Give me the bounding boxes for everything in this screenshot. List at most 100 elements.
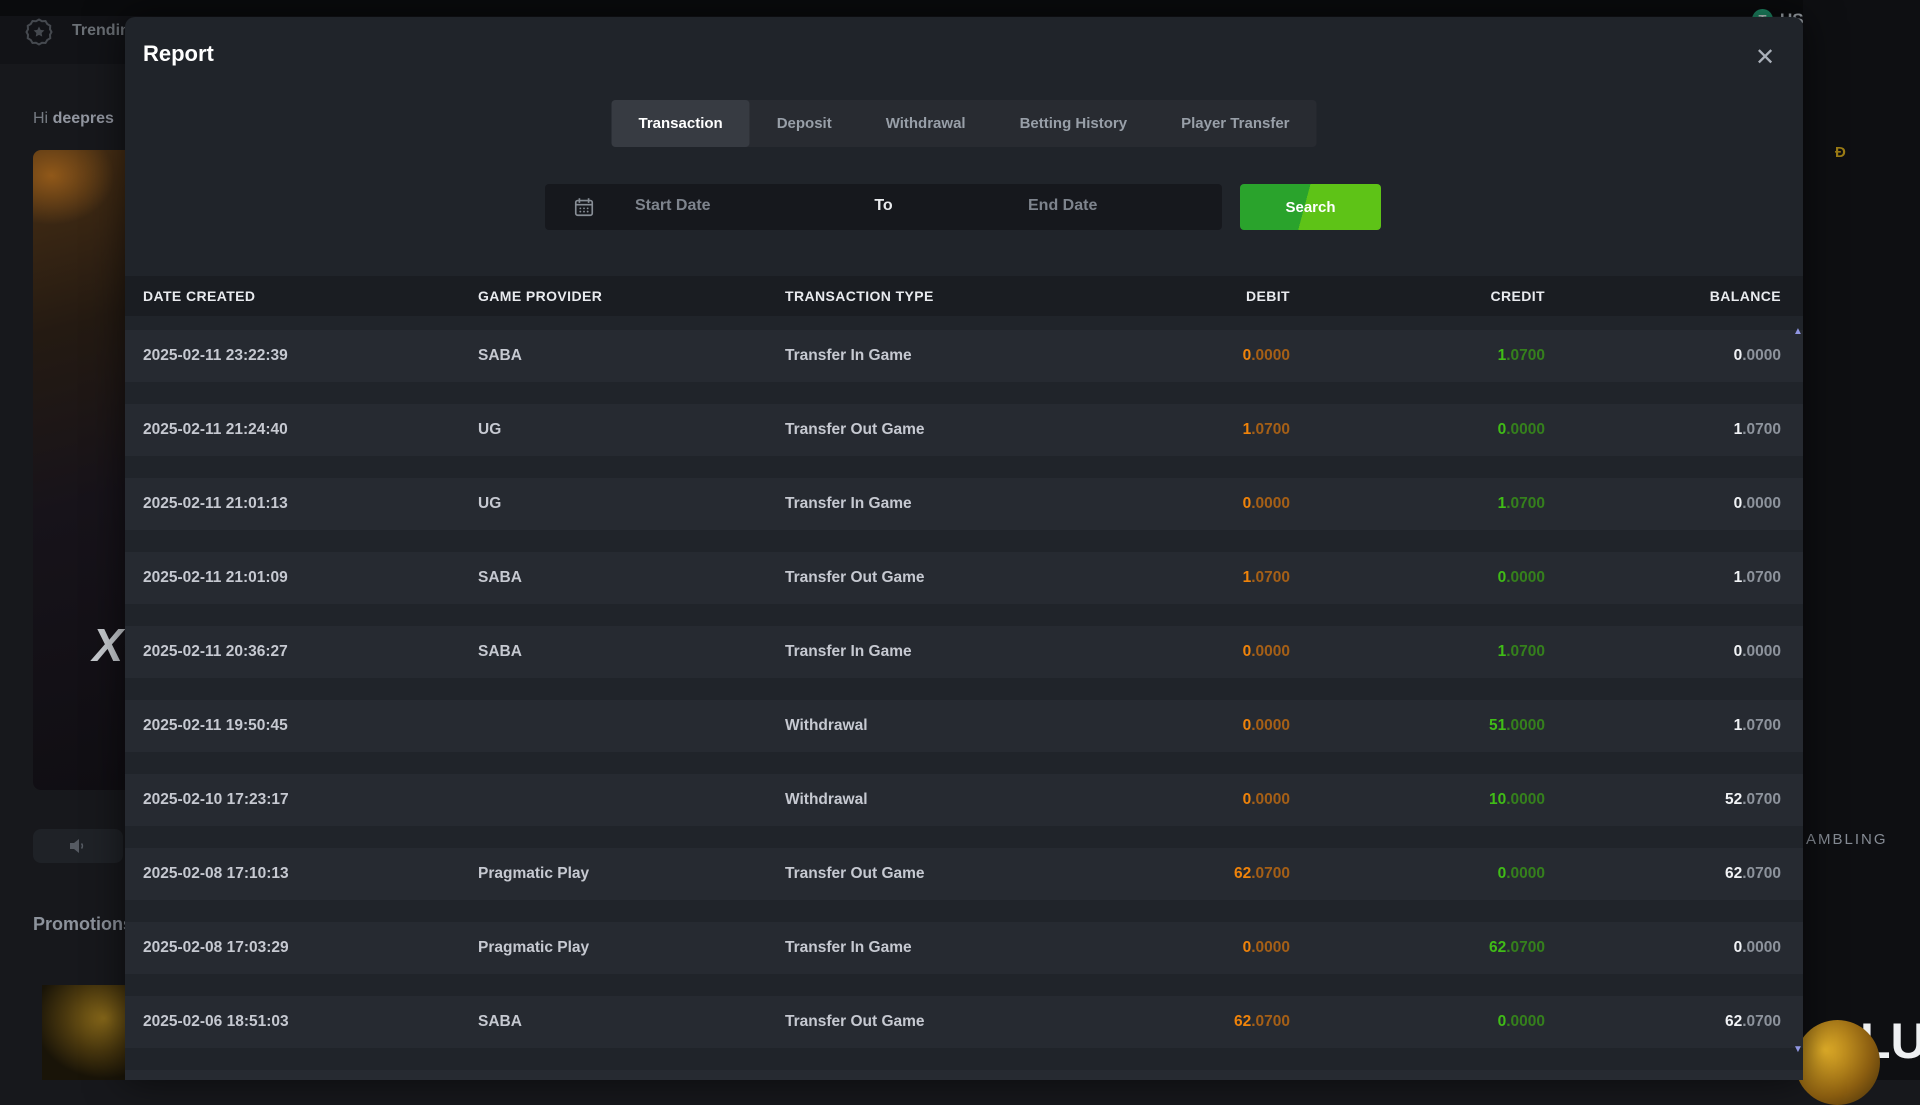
cell-transaction-type: Withdrawal [785, 791, 868, 808]
cell-credit: 10.0000 [1488, 791, 1545, 808]
table-row[interactable]: 2025-02-11 21:01:13 UG Transfer In Game … [125, 478, 1803, 530]
end-date-input[interactable]: End Date [1028, 197, 1098, 214]
trending-badge-icon [25, 18, 53, 46]
tab-deposit[interactable]: Deposit [776, 115, 832, 132]
header-balance: BALANCE [1709, 288, 1781, 304]
banner-d-symbol: Đ [1835, 144, 1846, 161]
table-body: 2025-02-11 23:22:39 SABA Transfer In Gam… [125, 316, 1803, 1080]
promotion-card-image[interactable] [42, 985, 125, 1080]
cell-transaction-type: Transfer Out Game [785, 1013, 925, 1030]
greeting-username: deepres [52, 110, 114, 127]
cell-transaction-type: Transfer Out Game [785, 421, 925, 438]
cell-debit: 0.0000 [1242, 495, 1290, 512]
cell-date-created: 2025-02-11 21:24:40 [143, 421, 288, 438]
tab-transaction[interactable]: Transaction [611, 100, 750, 147]
cell-credit: 51.0000 [1488, 717, 1545, 734]
header-credit: CREDIT [1490, 288, 1545, 304]
calendar-icon [574, 198, 594, 217]
table-header-row: DATE CREATED GAME PROVIDER TRANSACTION T… [125, 276, 1803, 316]
speaker-icon [70, 839, 84, 853]
cell-balance: 62.0700 [1724, 1013, 1781, 1030]
cell-date-created: 2025-02-08 17:10:13 [143, 865, 289, 882]
cell-game-provider: Pragmatic Play [478, 939, 590, 956]
cell-debit: 0.0000 [1242, 347, 1290, 364]
search-button[interactable]: Search [1240, 184, 1381, 230]
cell-date-created: 2025-02-11 21:01:09 [143, 569, 288, 586]
header-date-created: DATE CREATED [143, 288, 256, 304]
date-range-picker[interactable]: To Start Date End Date [545, 184, 1222, 230]
cell-game-provider: UG [478, 495, 502, 512]
cell-date-created: 2025-02-10 17:23:17 [143, 791, 289, 808]
cell-credit: 0.0000 [1497, 865, 1545, 882]
gambling-category-label: AMBLING [1806, 831, 1888, 848]
cell-game-provider: Pragmatic Play [478, 865, 590, 882]
promo-banner-image[interactable]: X [33, 150, 125, 790]
scroll-up-icon[interactable]: ▲ [1793, 326, 1803, 337]
cell-game-provider: SABA [478, 569, 522, 586]
table-row-partial [125, 1070, 1803, 1080]
table-row[interactable]: 2025-02-08 17:10:13 Pragmatic Play Trans… [125, 848, 1803, 900]
header-game-provider: GAME PROVIDER [478, 288, 603, 304]
table-row[interactable]: 2025-02-08 17:03:29 Pragmatic Play Trans… [125, 922, 1803, 974]
tab-withdrawal[interactable]: Withdrawal [885, 115, 966, 132]
cell-date-created: 2025-02-11 20:36:27 [143, 643, 288, 660]
cell-debit: 0.0000 [1242, 717, 1290, 734]
cell-transaction-type: Transfer In Game [785, 495, 912, 512]
cell-balance: 0.0000 [1733, 495, 1781, 512]
table-row[interactable]: 2025-02-06 18:51:03 SABA Transfer Out Ga… [125, 996, 1803, 1048]
cell-balance: 0.0000 [1733, 939, 1781, 956]
page-right-edge: S W! [1803, 0, 1920, 1080]
cell-credit: 0.0000 [1497, 1013, 1545, 1030]
cell-balance: 1.0700 [1733, 717, 1781, 734]
scroll-down-icon[interactable]: ▼ [1793, 1044, 1803, 1055]
announcement-bar[interactable] [33, 829, 123, 863]
cell-game-provider: SABA [478, 643, 522, 660]
report-modal: Report ✕ Transaction Deposit Withdrawal Bet… [125, 17, 1803, 1080]
cell-transaction-type: Transfer In Game [785, 939, 912, 956]
cell-game-provider: UG [478, 421, 502, 438]
modal-title: Report [143, 41, 214, 66]
cell-balance: 0.0000 [1733, 643, 1781, 660]
cell-credit: 1.0700 [1497, 495, 1545, 512]
cell-game-provider: SABA [478, 347, 522, 364]
tab-betting-history[interactable]: Betting History [1019, 115, 1128, 132]
cell-transaction-type: Transfer Out Game [785, 865, 925, 882]
cell-debit: 0.0000 [1242, 643, 1290, 660]
cell-date-created: 2025-02-06 18:51:03 [143, 1013, 289, 1030]
table-row[interactable]: 2025-02-11 19:50:45 Withdrawal 0.0000 51… [125, 700, 1803, 752]
cell-balance: 52.0700 [1724, 791, 1781, 808]
cell-balance: 62.0700 [1724, 865, 1781, 882]
table-row[interactable]: 2025-02-11 21:24:40 UG Transfer Out Game… [125, 404, 1803, 456]
cell-debit: 62.0700 [1233, 1013, 1290, 1030]
cell-credit: 62.0700 [1488, 939, 1545, 956]
close-icon[interactable]: ✕ [1754, 43, 1776, 71]
cell-transaction-type: Transfer In Game [785, 643, 912, 660]
banner-letter: X [92, 619, 123, 671]
cell-balance: 1.0700 [1733, 569, 1781, 586]
table-row[interactable]: 2025-02-11 21:01:09 SABA Transfer Out Ga… [125, 552, 1803, 604]
cell-credit: 0.0000 [1497, 421, 1545, 438]
cell-debit: 1.0700 [1242, 569, 1290, 586]
cell-transaction-type: Transfer Out Game [785, 569, 925, 586]
table-row[interactable]: 2025-02-11 23:22:39 SABA Transfer In Gam… [125, 330, 1803, 382]
cell-balance: 0.0000 [1733, 347, 1781, 364]
trending-label[interactable]: Trending [72, 22, 140, 39]
user-greeting: Hi deepres [33, 110, 114, 128]
table-row[interactable]: 2025-02-11 20:36:27 SABA Transfer In Gam… [125, 626, 1803, 678]
cell-debit: 0.0000 [1242, 939, 1290, 956]
cell-game-provider: SABA [478, 1013, 522, 1030]
header-debit: DEBIT [1246, 288, 1290, 304]
cell-balance: 1.0700 [1733, 421, 1781, 438]
date-range-to-label: To [874, 197, 893, 214]
start-date-input[interactable]: Start Date [635, 197, 711, 214]
table-row[interactable]: 2025-02-10 17:23:17 Withdrawal 0.0000 10… [125, 774, 1803, 826]
cell-credit: 1.0700 [1497, 347, 1545, 364]
cell-date-created: 2025-02-08 17:03:29 [143, 939, 289, 956]
tab-player-transfer[interactable]: Player Transfer [1181, 115, 1290, 132]
cell-credit: 1.0700 [1497, 643, 1545, 660]
cell-debit: 0.0000 [1242, 791, 1290, 808]
cell-date-created: 2025-02-11 21:01:13 [143, 495, 288, 512]
report-tabs: Transaction Deposit Withdrawal Betting Hist… [611, 100, 1317, 147]
cell-transaction-type: Transfer In Game [785, 347, 912, 364]
cell-date-created: 2025-02-11 23:22:39 [143, 347, 288, 364]
